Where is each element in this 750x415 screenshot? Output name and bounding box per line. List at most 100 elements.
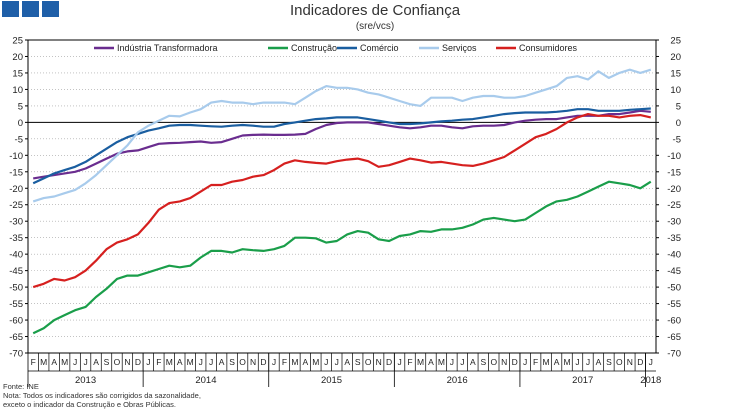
y-tick-label-right: -25 [667,200,681,211]
month-tick-label: F [533,357,538,367]
month-tick-label: M [40,357,47,367]
legend-label: Comércio [360,43,399,53]
month-tick-label: N [627,357,633,367]
y-tick-label-right: -35 [667,233,681,244]
month-tick-label: J [649,357,653,367]
y-tick-label: 20 [12,52,23,63]
y-tick-label-right: 15 [670,68,681,79]
y-tick-label: -20 [9,184,23,195]
y-tick-label: -15 [9,167,23,178]
month-tick-label: A [303,357,309,367]
month-tick-label: M [312,357,319,367]
y-tick-label-right: -55 [667,299,681,310]
series-line-constru-o [32,180,652,335]
y-tick-label-right: -10 [667,151,681,162]
y-tick-label: -35 [9,233,23,244]
month-tick-label: J [450,357,454,367]
month-tick-label: D [135,357,141,367]
month-tick-label: A [470,357,476,367]
y-tick-label-right: -40 [667,250,681,261]
month-tick-label: D [512,357,518,367]
y-tick-label-right: -60 [667,316,681,327]
y-tick-label: -70 [9,349,23,360]
month-tick-label: O [239,357,246,367]
month-tick-label: N [501,357,507,367]
legend-label: Serviços [442,43,477,53]
month-tick-label: J [146,357,150,367]
legend-label: Construção [291,43,337,53]
series-line-servi-os [32,68,652,203]
year-label: 2016 [447,375,468,386]
month-tick-label: F [31,357,36,367]
month-tick-label: A [51,357,57,367]
month-tick-label: N [376,357,382,367]
month-tick-label: J [73,357,77,367]
month-tick-label: O [490,357,497,367]
y-tick-label-right: -50 [667,283,681,294]
y-tick-label-right: 0 [676,118,681,129]
year-label: 2015 [321,375,342,386]
month-tick-label: S [606,357,612,367]
month-tick-label: A [596,357,602,367]
month-tick-label: M [166,357,173,367]
y-tick-label-right: -65 [667,332,681,343]
month-tick-label: M [187,357,194,367]
y-tick-label-right: -30 [667,217,681,228]
source-note: Fonte: INE [3,382,39,391]
y-tick-label-right: 10 [670,85,681,96]
y-tick-label-right: 5 [676,101,681,112]
month-tick-label: M [543,357,550,367]
logo-block-1 [2,1,19,17]
y-tick-label: 10 [12,85,23,96]
month-tick-label: A [344,357,350,367]
year-label: 2018 [640,375,661,386]
y-tick-label-right: -20 [667,184,681,195]
legend-label: Consumidores [519,43,578,53]
month-tick-label: J [324,357,328,367]
month-tick-label: J [335,357,339,367]
y-tick-label: -25 [9,200,23,211]
month-tick-label: A [428,357,434,367]
month-tick-label: D [637,357,643,367]
month-tick-label: A [93,357,99,367]
month-tick-label: N [124,357,130,367]
month-tick-label: J [83,357,87,367]
month-tick-label: O [114,357,121,367]
month-tick-label: J [272,357,276,367]
logo-block-3 [42,1,59,17]
y-tick-label-right: 20 [670,52,681,63]
month-tick-label: J [523,357,527,367]
month-tick-label: A [177,357,183,367]
month-tick-label: F [156,357,161,367]
y-tick-label: -30 [9,217,23,228]
y-tick-label-right: 25 [670,36,681,47]
y-tick-label: 15 [12,68,23,79]
month-tick-label: M [61,357,68,367]
month-tick-label: A [554,357,560,367]
month-tick-label: F [407,357,412,367]
y-tick-label: 5 [18,101,23,112]
month-tick-label: J [575,357,579,367]
y-tick-label-right: -5 [673,134,681,145]
y-tick-label: 25 [12,36,23,47]
series-line-ind-stria-transformadora [33,109,651,180]
month-tick-label: F [282,357,287,367]
y-tick-label: 0 [18,118,23,129]
month-tick-label: N [250,357,256,367]
month-tick-label: J [460,357,464,367]
y-tick-label: -60 [9,316,23,327]
methodology-note-1: Nota: Todos os indicadores são corrigido… [3,391,201,400]
month-tick-label: S [229,357,235,367]
month-tick-label: D [260,357,266,367]
month-tick-label: J [586,357,590,367]
y-tick-label-right: -70 [667,349,681,360]
y-tick-label: -10 [9,151,23,162]
y-tick-label: -40 [9,250,23,261]
month-tick-label: S [355,357,361,367]
month-tick-label: J [397,357,401,367]
y-tick-label: -5 [15,134,23,145]
legend-label: Indústria Transformadora [117,43,218,53]
series-line-consumidores [32,112,652,289]
month-tick-label: D [386,357,392,367]
chart-subtitle: (sre/vcs) [355,21,395,32]
